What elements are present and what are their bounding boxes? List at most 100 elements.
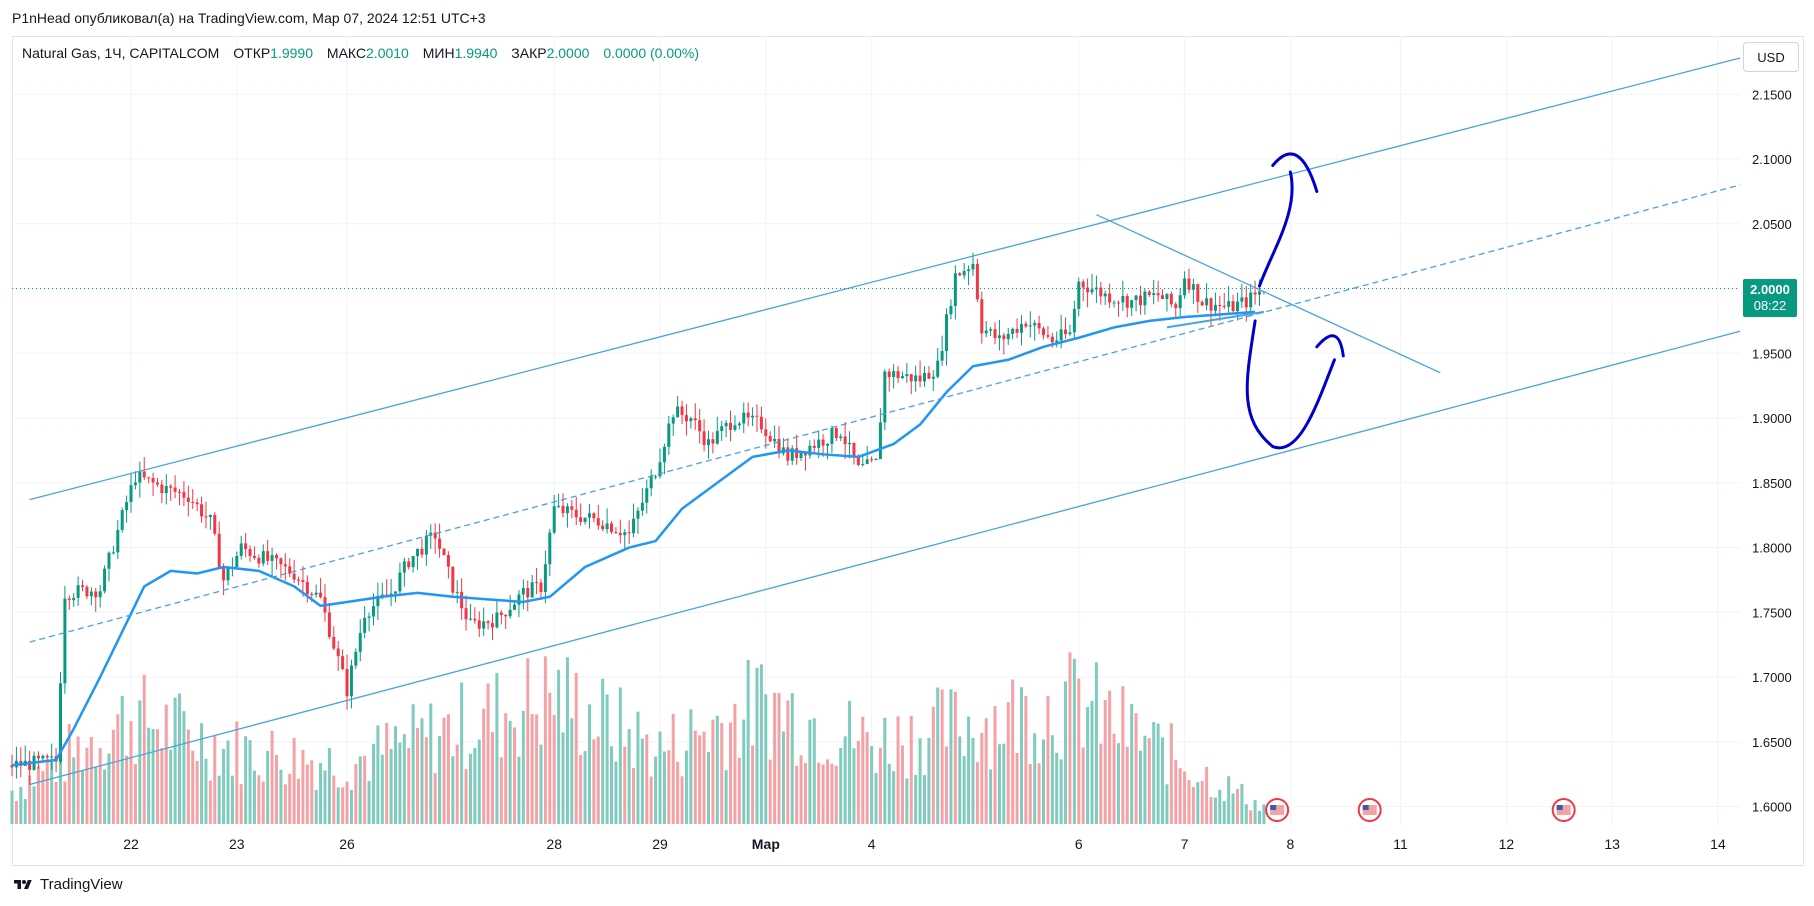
- chart-pane[interactable]: [12, 36, 1804, 866]
- candle-body: [949, 305, 953, 315]
- candle-body: [1103, 293, 1107, 297]
- volume-bar: [958, 736, 962, 824]
- candle-body: [693, 418, 697, 421]
- volume-bar: [698, 735, 702, 824]
- candle-body: [1011, 328, 1015, 335]
- candle-body: [98, 591, 102, 598]
- candle-body: [1169, 293, 1173, 305]
- candle-body: [1244, 297, 1248, 308]
- candle-body: [1218, 305, 1222, 307]
- drawn-arrow-down-up: [1245, 319, 1336, 450]
- volume-bar: [376, 725, 380, 824]
- volume-bar: [1258, 810, 1262, 824]
- candle-body: [1152, 293, 1156, 295]
- candle-body: [358, 632, 362, 652]
- candle-body: [178, 491, 182, 493]
- candle-body: [548, 532, 552, 565]
- candle-body: [799, 452, 803, 458]
- candle-body: [1050, 336, 1054, 343]
- volume-bar: [411, 704, 415, 824]
- candle-body: [402, 561, 406, 573]
- candle-body: [28, 760, 32, 770]
- candle-body: [468, 618, 472, 620]
- candle-body: [1143, 291, 1147, 306]
- candle-body: [239, 543, 243, 556]
- volume-bar: [1191, 787, 1195, 824]
- volume-bar: [729, 722, 733, 824]
- volume-bar: [636, 711, 640, 824]
- candle-body: [1258, 291, 1262, 295]
- candle-body: [1108, 293, 1112, 303]
- candle-body: [186, 497, 190, 502]
- candle-body: [89, 591, 93, 597]
- candle-body: [252, 555, 256, 558]
- candle-body: [953, 273, 957, 306]
- volume-bar: [76, 736, 80, 824]
- footer-brand[interactable]: TradingView: [12, 876, 123, 893]
- candle-body: [632, 518, 636, 534]
- candle-body: [455, 591, 459, 593]
- currency-button[interactable]: USD: [1743, 42, 1799, 72]
- price-tick-label: 1.9500: [1752, 346, 1792, 361]
- volume-bar: [574, 672, 578, 824]
- volume-bar: [89, 736, 93, 824]
- volume-bar: [909, 715, 913, 824]
- volume-bar: [1086, 706, 1090, 824]
- us-flag-stripes-icon: [1556, 805, 1571, 815]
- volume-bar: [1222, 801, 1226, 824]
- candle-body: [155, 482, 159, 485]
- volume-bar: [155, 729, 159, 824]
- volume-bar: [438, 735, 442, 824]
- candle-body: [587, 513, 591, 518]
- candle-body: [204, 516, 208, 518]
- candle-body: [662, 446, 666, 463]
- price-tick-label: 2.0500: [1752, 217, 1792, 232]
- volume-bar: [680, 776, 684, 824]
- candle-body: [1235, 301, 1239, 312]
- publisher-line: P1nHead опубликовал(а) на TradingView.co…: [12, 10, 486, 26]
- volume-bar: [971, 737, 975, 824]
- volume-bar: [632, 768, 636, 824]
- candle-body: [508, 609, 512, 617]
- time-tick-label: 6: [1075, 836, 1083, 852]
- candle-body: [499, 612, 503, 616]
- legend-open-value: 1.9990: [270, 45, 314, 61]
- candle-body: [58, 683, 62, 762]
- volume-bar: [543, 656, 547, 824]
- candle-body: [341, 656, 345, 670]
- volume-bar: [693, 730, 697, 824]
- candle-body: [111, 552, 115, 554]
- candle-body: [473, 618, 477, 621]
- candle-body: [909, 374, 913, 382]
- volume-bar: [354, 764, 358, 824]
- price-tick-label: 1.9000: [1752, 411, 1792, 426]
- candle-body: [808, 445, 812, 456]
- candle-body: [931, 376, 935, 379]
- legend-close-value: 2.0000: [546, 45, 590, 61]
- volume-bar: [922, 775, 926, 824]
- volume-bar: [301, 749, 305, 824]
- volume-bar: [420, 718, 424, 824]
- volume-bar: [817, 762, 821, 824]
- candle-body: [129, 485, 133, 503]
- candle-body: [217, 533, 221, 569]
- volume-bar: [905, 778, 909, 824]
- volume-bar: [173, 697, 177, 824]
- volume-bar: [1006, 702, 1010, 824]
- volume-bar: [980, 732, 984, 824]
- volume-bar: [1169, 723, 1173, 824]
- volume-bar: [967, 716, 971, 824]
- candle-body: [768, 435, 772, 442]
- candle-body: [605, 523, 609, 530]
- volume-bar: [579, 754, 583, 824]
- volume-bar: [856, 740, 860, 824]
- volume-bar: [1134, 713, 1138, 824]
- candle-body: [495, 612, 499, 628]
- volume-bar: [332, 775, 336, 824]
- tradingview-logo-icon: [14, 879, 32, 889]
- candle-body: [416, 548, 420, 557]
- candle-body: [420, 548, 424, 555]
- volume-bar: [1112, 733, 1116, 824]
- candle-body: [1064, 329, 1068, 335]
